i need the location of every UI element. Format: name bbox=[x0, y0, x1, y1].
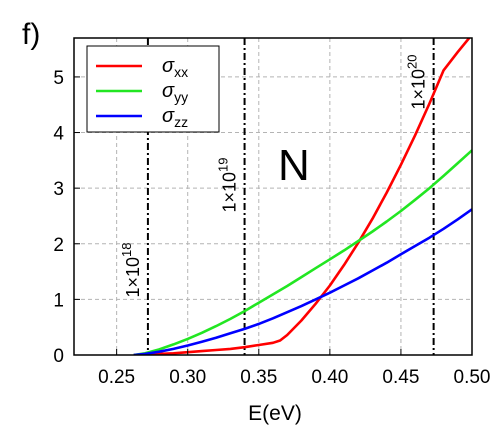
y-tick-label: 1 bbox=[53, 290, 64, 311]
region-label: N bbox=[278, 141, 310, 190]
series-line-sigma_yy bbox=[133, 149, 472, 355]
density-label-exp: 19 bbox=[216, 157, 231, 171]
density-label-exp: 20 bbox=[405, 54, 420, 68]
panel-label: f) bbox=[22, 18, 40, 51]
density-label-base: 1×10 bbox=[123, 257, 143, 298]
x-tick-label: 0.25 bbox=[98, 367, 135, 388]
x-axis-label: E(eV) bbox=[248, 402, 302, 425]
series-line-sigma_xx bbox=[133, 38, 471, 355]
density-label-base: 1×10 bbox=[409, 69, 429, 110]
legend-label-base: σ bbox=[162, 80, 175, 102]
y-tick-label: 2 bbox=[53, 235, 64, 256]
legend-label-sub: yy bbox=[174, 89, 188, 105]
x-tick-label: 0.30 bbox=[169, 367, 206, 388]
series-lines bbox=[133, 38, 472, 355]
x-tick-label: 0.45 bbox=[382, 367, 419, 388]
legend-label-sigma_xx: σxx bbox=[162, 55, 188, 80]
legend-label-sigma_zz: σzz bbox=[162, 105, 188, 130]
legend-box bbox=[86, 45, 220, 133]
x-tick-label: 0.40 bbox=[311, 367, 348, 388]
density-label-exp: 18 bbox=[119, 242, 134, 256]
density-label-base: 1×10 bbox=[220, 172, 240, 213]
density-label: 1×1019 bbox=[216, 157, 240, 212]
legend-label-base: σ bbox=[162, 105, 175, 127]
plot-frame bbox=[73, 37, 473, 356]
series-line-sigma_zz bbox=[133, 208, 472, 355]
y-tick-label: 3 bbox=[53, 179, 64, 200]
density-label: 1×1020 bbox=[405, 54, 429, 109]
x-tick-label: 0.35 bbox=[240, 367, 277, 388]
y-tick-label: 4 bbox=[53, 124, 64, 145]
y-tick-label: 0 bbox=[53, 346, 64, 367]
legend-label-base: σ bbox=[162, 55, 175, 77]
y-tick-label: 5 bbox=[53, 68, 64, 89]
legend-label-sigma_yy: σyy bbox=[162, 80, 188, 105]
density-label: 1×1018 bbox=[119, 242, 143, 297]
legend-label-sub: xx bbox=[174, 64, 188, 80]
axis-ticks: 0.25 0.30 0.35 0.40 0.45 0.50 0 1 2 3 4 5 bbox=[53, 68, 490, 388]
x-tick-label: 0.50 bbox=[454, 367, 491, 388]
legend-label-sub: zz bbox=[174, 114, 188, 130]
